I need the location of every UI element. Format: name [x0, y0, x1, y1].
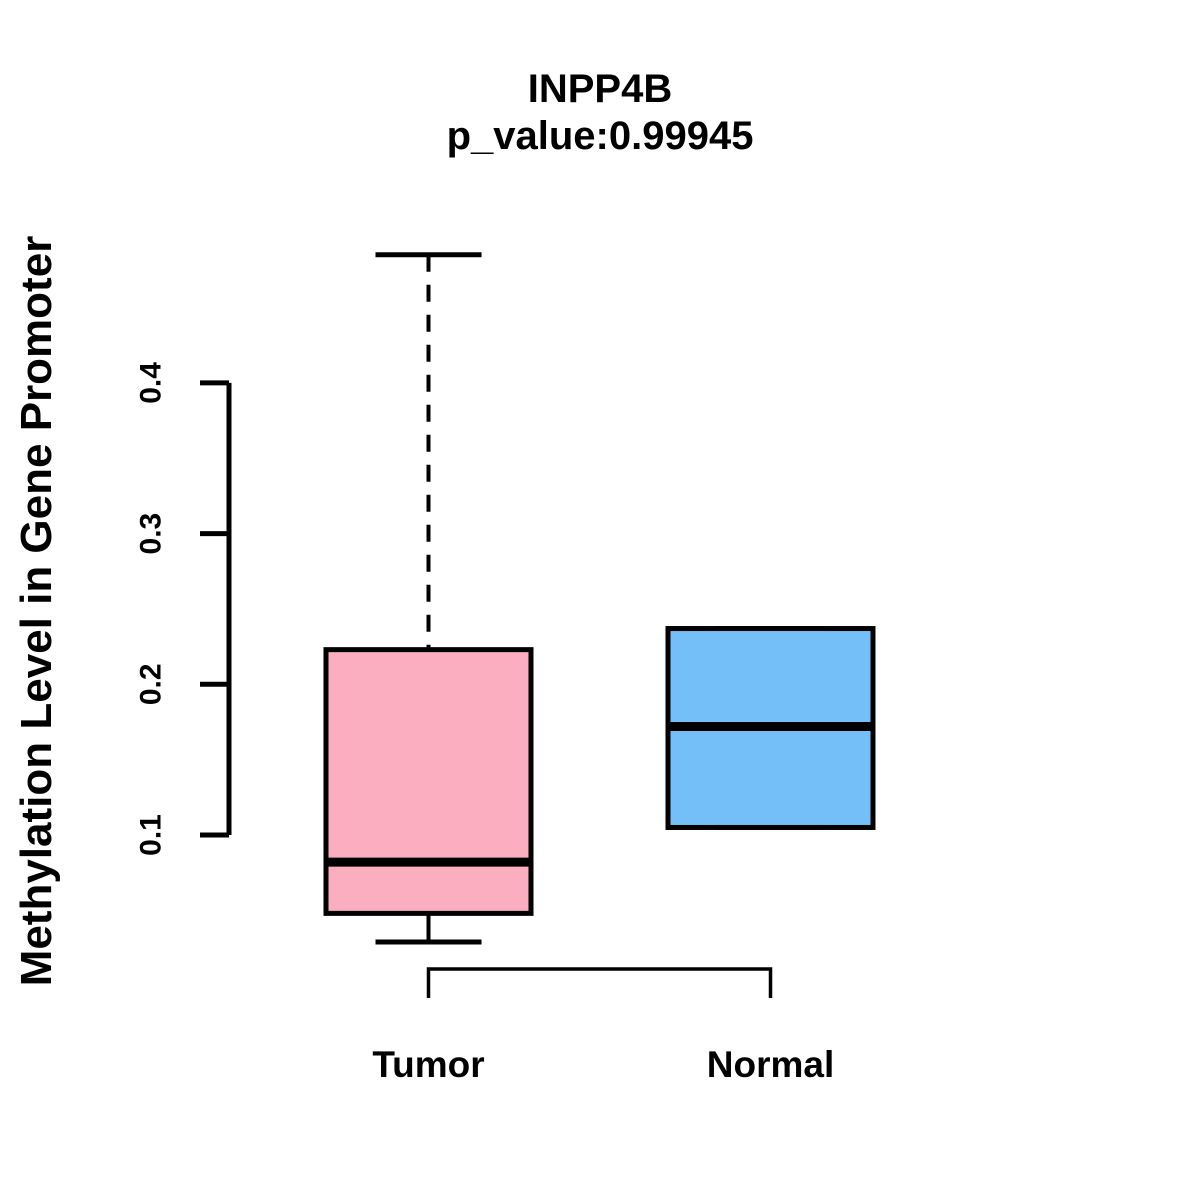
y-axis-tick-label: 0.4	[135, 362, 168, 404]
y-axis-tick-label: 0.3	[135, 513, 168, 555]
chart-title: INPP4B	[527, 67, 673, 111]
y-axis-tick-label: 0.1	[135, 814, 168, 856]
x-axis-category-label-normal: Normal	[707, 1044, 834, 1085]
chart-subtitle-pvalue: p_value:0.99945	[446, 114, 754, 158]
x-axis-bracket	[426, 967, 773, 998]
iqr-box-tumor	[323, 647, 534, 916]
x-axis-category-label-tumor: Tumor	[372, 1044, 484, 1085]
y-axis-tick-label: 0.2	[135, 663, 168, 705]
